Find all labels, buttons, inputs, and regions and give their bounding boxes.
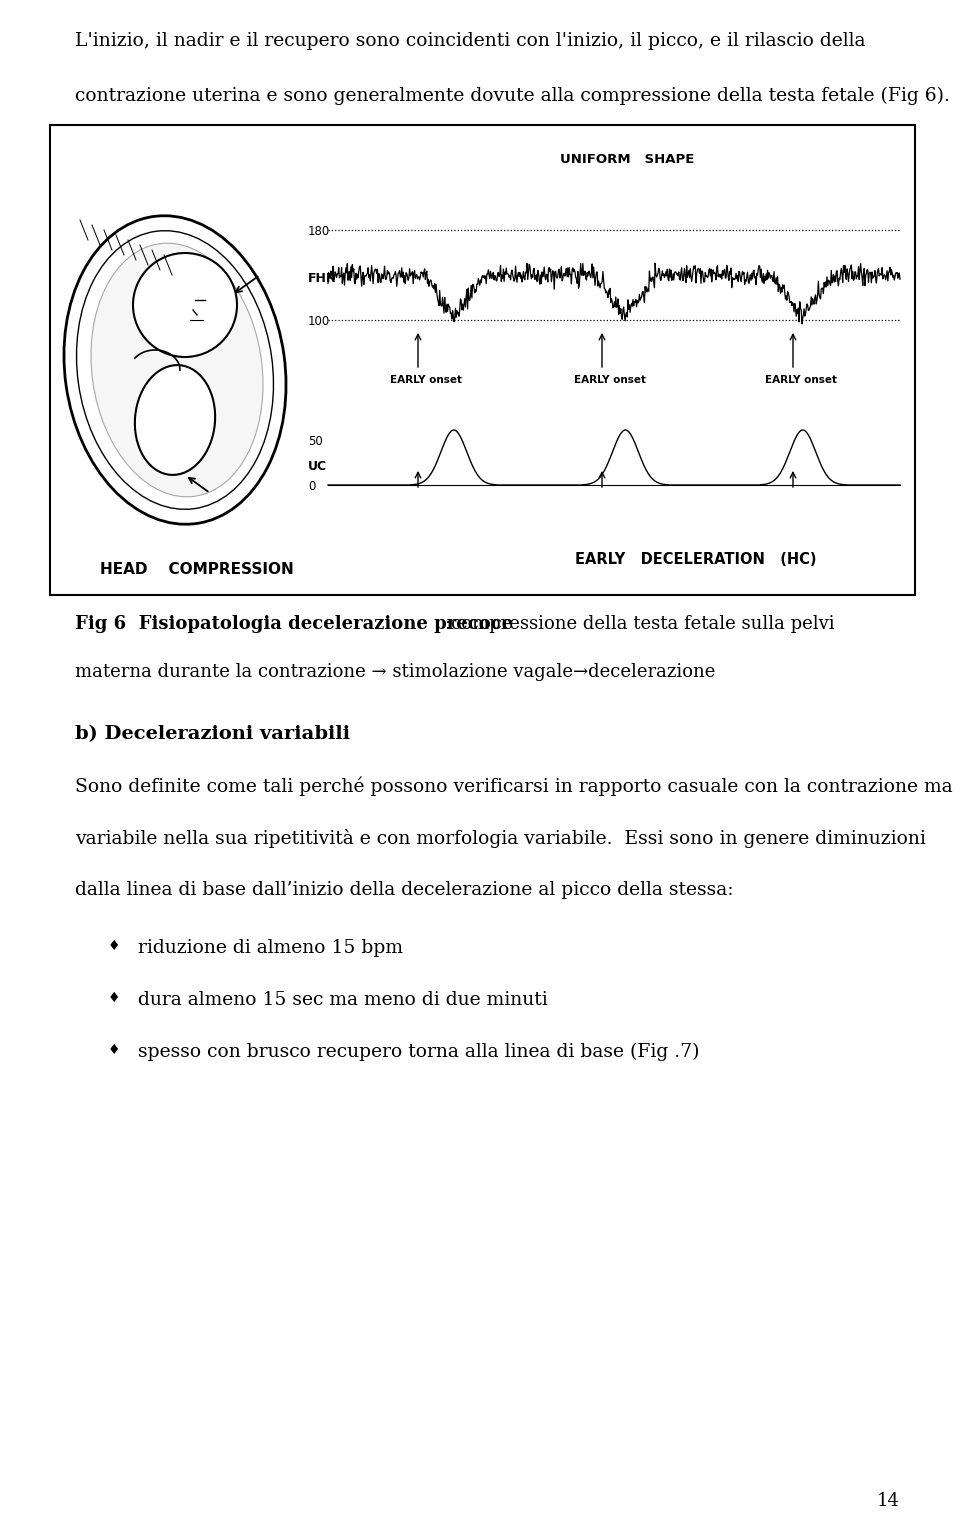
Text: HEAD    COMPRESSION: HEAD COMPRESSION (100, 562, 294, 578)
Text: 180: 180 (308, 225, 330, 239)
Text: L'inizio, il nadir e il recupero sono coincidenti con l'inizio, il picco, e il r: L'inizio, il nadir e il recupero sono co… (75, 32, 866, 50)
Text: b) Decelerazioni variabili: b) Decelerazioni variabili (75, 725, 350, 743)
Text: Sono definite come tali perché possono verificarsi in rapporto casuale con la co: Sono definite come tali perché possono v… (75, 777, 952, 796)
Text: riduzione di almeno 15 bpm: riduzione di almeno 15 bpm (138, 939, 403, 958)
Ellipse shape (134, 365, 215, 474)
Ellipse shape (77, 231, 274, 509)
Text: FHR: FHR (308, 272, 337, 286)
Text: ♦: ♦ (108, 939, 121, 953)
Text: 50: 50 (308, 435, 323, 448)
Text: :compressione della testa fetale sulla pelvi: :compressione della testa fetale sulla p… (445, 616, 834, 632)
Bar (50, 125, 915, 594)
Text: EARLY onset: EARLY onset (390, 375, 462, 385)
Ellipse shape (91, 243, 263, 497)
Circle shape (133, 252, 237, 357)
Text: spesso con brusco recupero torna alla linea di base (Fig .7): spesso con brusco recupero torna alla li… (138, 1043, 700, 1061)
Text: EARLY onset: EARLY onset (574, 375, 646, 385)
Text: variabile nella sua ripetitività e con morfologia variabile.  Essi sono in gener: variabile nella sua ripetitività e con m… (75, 828, 925, 848)
Text: UNIFORM   SHAPE: UNIFORM SHAPE (560, 154, 694, 166)
Text: EARLY   DECELERATION   (HC): EARLY DECELERATION (HC) (575, 552, 817, 567)
Text: ♦: ♦ (108, 1043, 121, 1056)
Text: EARLY onset: EARLY onset (765, 375, 837, 385)
Text: materna durante la contrazione → stimolazione vagale→decelerazione: materna durante la contrazione → stimola… (75, 663, 715, 681)
Text: 14: 14 (877, 1493, 900, 1509)
Text: 100: 100 (308, 315, 330, 328)
Text: dalla linea di base dall’inizio della decelerazione al picco della stessa:: dalla linea di base dall’inizio della de… (75, 882, 733, 898)
Text: ♦: ♦ (108, 991, 121, 1005)
Text: UC: UC (308, 461, 327, 473)
Text: dura almeno 15 sec ma meno di due minuti: dura almeno 15 sec ma meno di due minuti (138, 991, 548, 1009)
Text: contrazione uterina e sono generalmente dovute alla compressione della testa fet: contrazione uterina e sono generalmente … (75, 87, 949, 105)
Ellipse shape (64, 216, 286, 524)
Text: 0: 0 (308, 480, 316, 492)
Text: Fig 6  Fisiopatologia decelerazione precoce: Fig 6 Fisiopatologia decelerazione preco… (75, 616, 514, 632)
